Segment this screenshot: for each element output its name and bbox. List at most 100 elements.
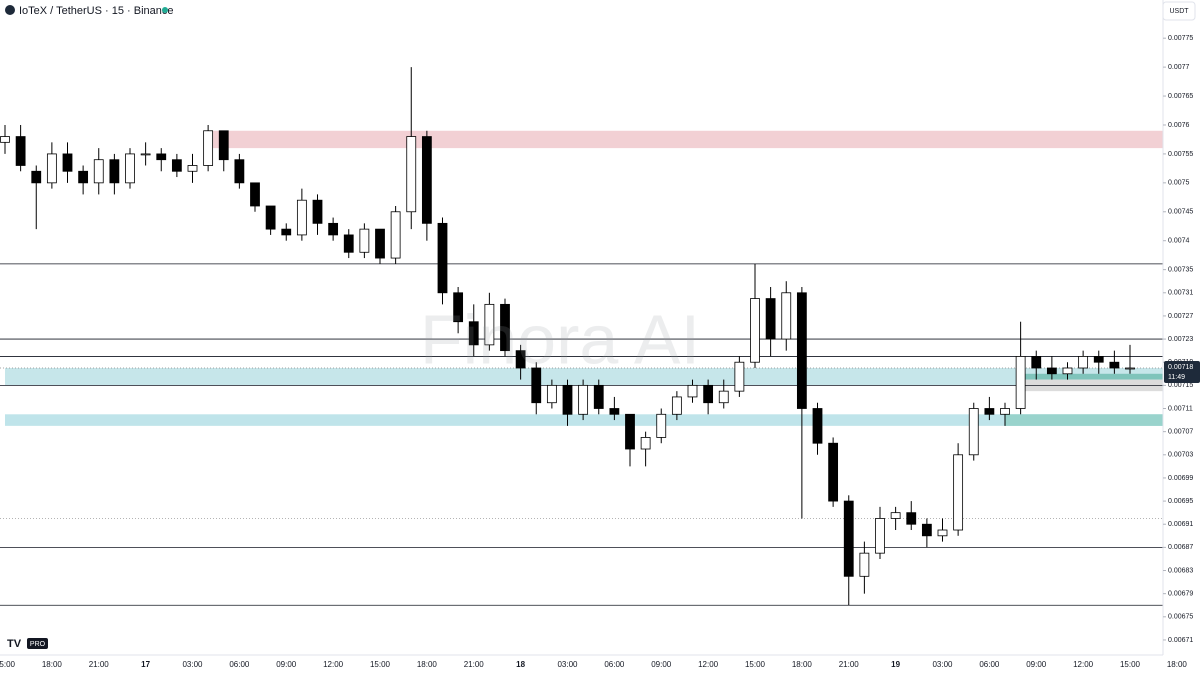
- x-tick-label: 21:00: [839, 660, 860, 669]
- candle-body: [140, 153, 151, 156]
- candle-body: [343, 234, 354, 253]
- candle-body: [218, 130, 229, 161]
- x-tick-label: 18:00: [42, 660, 63, 669]
- candle-body: [640, 437, 651, 450]
- x-tick-label: 12:00: [698, 660, 719, 669]
- candle-body: [734, 361, 745, 392]
- x-tick-label: 18:00: [1167, 660, 1188, 669]
- candle-body: [156, 153, 167, 161]
- currency-box[interactable]: [1162, 1, 1196, 21]
- y-tick-label: 0.00755: [1168, 151, 1193, 158]
- plot: [0, 67, 1135, 606]
- last-price: 0.00718: [1168, 364, 1193, 371]
- candle-body: [625, 413, 635, 450]
- candle-body: [265, 205, 276, 230]
- y-tick-label: 0.00695: [1168, 498, 1193, 505]
- x-tick-label: 19: [891, 660, 900, 669]
- y-tick-label: 0.00731: [1168, 290, 1193, 297]
- x-tick-label: 12:00: [323, 660, 344, 669]
- candle-body: [328, 222, 339, 236]
- candle-body: [0, 136, 10, 143]
- candle-body: [781, 292, 792, 340]
- y-tick-label: 0.00679: [1168, 591, 1193, 598]
- candle-body: [546, 384, 557, 404]
- x-tick-label: 09:00: [276, 660, 297, 669]
- x-tick-label: 17: [141, 660, 150, 669]
- candle-body: [1093, 356, 1104, 363]
- candle-body: [968, 408, 979, 456]
- x-tick-label: 18: [516, 660, 525, 669]
- candle-body: [750, 298, 760, 363]
- candle-body: [531, 367, 542, 404]
- candle-body: [93, 159, 104, 184]
- x-tick-label: 09:00: [651, 660, 672, 669]
- candle-body: [250, 182, 260, 207]
- y-tick-label: 0.00715: [1168, 382, 1193, 389]
- y-tick-label: 0.00727: [1168, 313, 1193, 320]
- candle-body: [453, 292, 464, 323]
- candle-body: [906, 512, 917, 525]
- candle-body: [1078, 356, 1089, 369]
- candle-body: [125, 153, 135, 184]
- x-tick-label: 21:00: [89, 660, 110, 669]
- y-tick-label: 0.00723: [1168, 336, 1193, 343]
- candle-body: [406, 136, 417, 213]
- candle-body: [515, 350, 526, 369]
- candle-body: [1125, 367, 1135, 370]
- x-tick-label: 12:00: [1073, 660, 1094, 669]
- zone: [208, 130, 1163, 149]
- y-tick-label: 0.00707: [1168, 428, 1193, 435]
- candle-body: [421, 136, 432, 224]
- candle-body: [62, 153, 73, 172]
- y-tick-label: 0.00675: [1168, 614, 1193, 621]
- candle-body: [109, 159, 120, 184]
- x-tick-label: 09:00: [1026, 660, 1047, 669]
- candle-body: [609, 408, 620, 415]
- candle-body: [703, 384, 714, 404]
- candle-body: [187, 165, 198, 172]
- candle-body: [828, 442, 839, 502]
- candle-body: [78, 170, 89, 184]
- x-tick-label: 06:00: [229, 660, 250, 669]
- candle-body: [687, 384, 698, 398]
- candle-body: [171, 159, 182, 172]
- y-tick-label: 0.00687: [1168, 544, 1193, 551]
- status-dot: [162, 7, 168, 13]
- candle-body: [1046, 367, 1057, 375]
- candle-body: [656, 413, 667, 438]
- y-tick-label: 0.00711: [1168, 405, 1193, 412]
- candle-body: [984, 408, 995, 415]
- candle-body: [359, 228, 370, 253]
- y-tick-label: 0.00671: [1168, 637, 1193, 644]
- logo-text: PRO: [30, 641, 46, 648]
- y-tick-label: 0.00683: [1168, 567, 1193, 574]
- y-tick-label: 0.0076: [1168, 122, 1190, 129]
- y-tick-label: 0.00699: [1168, 475, 1193, 482]
- candle-body: [890, 512, 901, 519]
- y-tick-label: 0.00735: [1168, 266, 1193, 273]
- x-tick-label: 15:00: [370, 660, 391, 669]
- candle-body: [953, 454, 964, 531]
- y-tick-label: 0.00691: [1168, 521, 1193, 528]
- x-tick-label: 15:00: [0, 660, 16, 669]
- candle-body: [859, 552, 870, 577]
- x-tick-label: 03:00: [182, 660, 203, 669]
- zone: [5, 414, 1163, 426]
- pro-box: [27, 638, 48, 649]
- candle-body: [921, 523, 932, 537]
- candle-body: [671, 396, 682, 415]
- y-tick-label: 0.00765: [1168, 93, 1193, 100]
- tv-mark: TV: [7, 638, 22, 650]
- candle-body: [937, 529, 948, 537]
- candle-body: [281, 228, 292, 236]
- y-tick-label: 0.00703: [1168, 452, 1193, 459]
- countdown: 11:49: [1168, 374, 1185, 381]
- x-tick-label: 06:00: [979, 660, 1000, 669]
- y-tick-label: 0.0077: [1168, 64, 1190, 71]
- candle-body: [562, 384, 573, 415]
- candle-body: [234, 159, 245, 184]
- y-tick-label: 0.0074: [1168, 238, 1190, 245]
- x-tick-label: 15:00: [1120, 660, 1141, 669]
